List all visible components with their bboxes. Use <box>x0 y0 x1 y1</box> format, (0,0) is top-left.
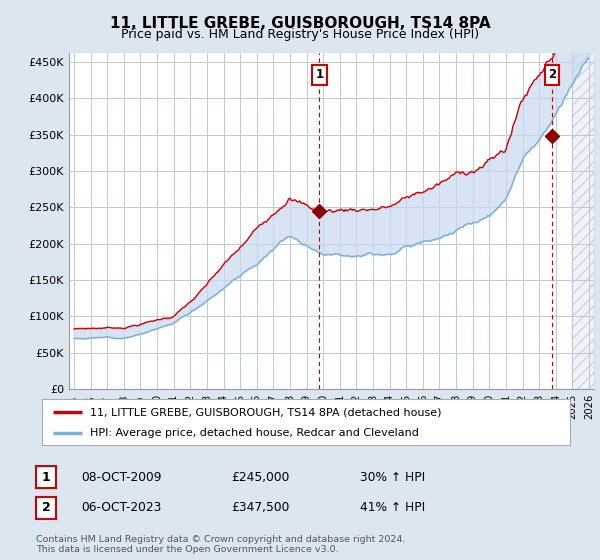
Text: 06-OCT-2023: 06-OCT-2023 <box>81 501 161 515</box>
Text: Price paid vs. HM Land Registry's House Price Index (HPI): Price paid vs. HM Land Registry's House … <box>121 28 479 41</box>
Text: 2: 2 <box>548 68 556 81</box>
Text: 30% ↑ HPI: 30% ↑ HPI <box>360 470 425 484</box>
Text: 11, LITTLE GREBE, GUISBOROUGH, TS14 8PA: 11, LITTLE GREBE, GUISBOROUGH, TS14 8PA <box>110 16 490 31</box>
Text: 08-OCT-2009: 08-OCT-2009 <box>81 470 161 484</box>
Text: 2: 2 <box>41 501 50 515</box>
Text: £347,500: £347,500 <box>231 501 289 515</box>
Text: 11, LITTLE GREBE, GUISBOROUGH, TS14 8PA (detached house): 11, LITTLE GREBE, GUISBOROUGH, TS14 8PA … <box>89 407 441 417</box>
Text: £245,000: £245,000 <box>231 470 289 484</box>
Text: Contains HM Land Registry data © Crown copyright and database right 2024.
This d: Contains HM Land Registry data © Crown c… <box>36 535 406 554</box>
Text: 41% ↑ HPI: 41% ↑ HPI <box>360 501 425 515</box>
Text: 1: 1 <box>41 470 50 484</box>
Text: HPI: Average price, detached house, Redcar and Cleveland: HPI: Average price, detached house, Redc… <box>89 428 418 438</box>
Text: 1: 1 <box>316 68 323 81</box>
